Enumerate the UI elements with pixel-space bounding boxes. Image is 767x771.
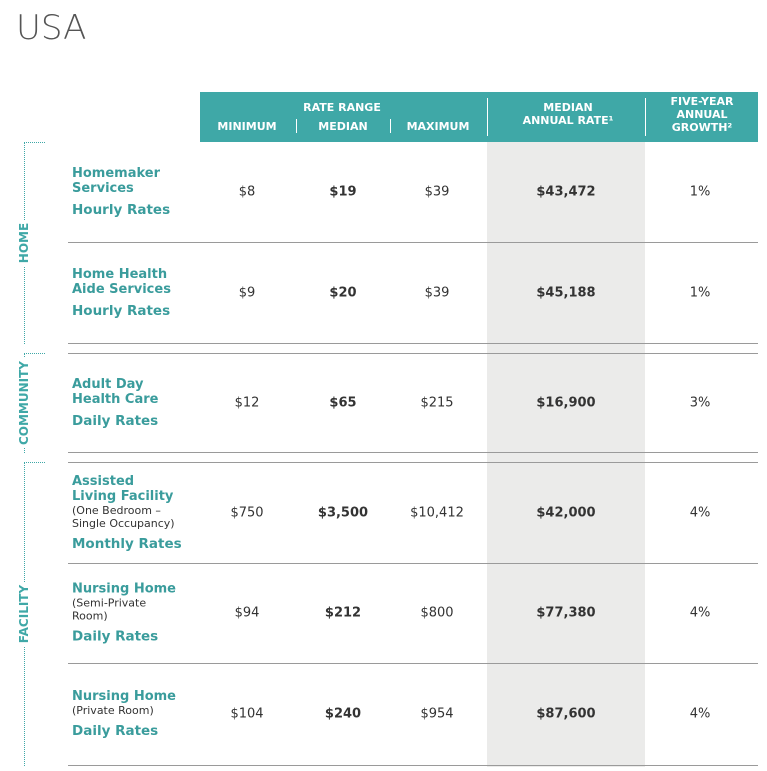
header: RATE RANGE [303, 101, 381, 114]
cell: $104 [230, 706, 264, 722]
row-rule [68, 663, 758, 664]
row-label: Home Health Aide Services Hourly Rates [72, 267, 212, 319]
cell: $39 [424, 285, 450, 300]
service-name: Health Care [72, 391, 159, 407]
header: MEDIAN ANNUAL RATE¹ [522, 101, 614, 127]
row-rule [68, 343, 758, 344]
header-band: RATE RANGE MINIMUM MEDIAN MAXIMUM MEDIAN… [200, 92, 758, 142]
row-label: Nursing Home (Semi-Private Room) Daily Rate… [72, 582, 212, 645]
cell: 1% [689, 184, 711, 200]
row-rule [68, 353, 758, 354]
cell: $12 [234, 395, 260, 410]
service-name: Homemaker [72, 166, 161, 181]
cell: $16,900 [536, 395, 596, 410]
highlight-column [487, 142, 645, 767]
service-note: Single Occupancy) [72, 516, 175, 530]
divider [487, 98, 488, 136]
service-name: Living Facility [72, 488, 174, 504]
cell: $20 [329, 285, 357, 300]
title: USA [16, 8, 87, 48]
group-label: COMMUNITY [15, 357, 33, 448]
row-rule [68, 563, 758, 564]
rate-type: Hourly Rates [72, 202, 171, 218]
divider [390, 119, 391, 133]
cell: 1% [689, 285, 711, 300]
cell: $954 [420, 706, 454, 722]
service-name: Assisted [72, 473, 135, 489]
row-rule [68, 462, 758, 463]
service-name: Nursing Home [72, 689, 176, 704]
divider [645, 98, 646, 136]
service-name: Aide Services [72, 281, 171, 297]
header: MAXIMUM [406, 120, 470, 133]
cell: $42,000 [536, 505, 596, 520]
cell: $77,380 [536, 605, 596, 621]
rate-type: Daily Rates [72, 412, 159, 429]
cell: $19 [329, 184, 357, 200]
cell: 4% [689, 605, 711, 621]
row-rule [68, 452, 758, 453]
cell: $94 [234, 605, 260, 621]
divider [296, 119, 297, 133]
service-name: Nursing Home [72, 581, 176, 597]
row-label: Assisted Living Facility (One Bedroom – Sin… [72, 474, 212, 552]
header: FIVE-YEAR ANNUAL GROWTH² [670, 95, 734, 134]
cell: $240 [324, 706, 362, 722]
service-name: Home Health [72, 266, 168, 282]
service-note: (Private Room) [72, 704, 154, 717]
rate-type: Daily Rates [72, 723, 159, 739]
cell: $215 [420, 395, 454, 410]
cell: $45,188 [536, 285, 596, 300]
cell: $39 [424, 184, 450, 200]
cell: 3% [689, 395, 711, 410]
row-rule [68, 765, 758, 766]
cell: $10,412 [410, 505, 464, 520]
row-rule [68, 242, 758, 243]
group-label: FACILITY [15, 581, 33, 646]
cell: 4% [689, 505, 711, 520]
service-name: Adult Day [72, 376, 144, 392]
cell: 4% [689, 706, 711, 722]
rate-type: Monthly Rates [72, 535, 182, 552]
cell: $9 [238, 285, 256, 300]
cell: $8 [238, 184, 256, 200]
row-label: Nursing Home (Private Room) Daily Rates [72, 689, 212, 739]
service-note: (One Bedroom – [72, 503, 161, 517]
cell: $65 [329, 395, 357, 410]
header: MINIMUM [217, 120, 277, 133]
cell: $43,472 [536, 184, 596, 200]
cell: $87,600 [536, 706, 596, 722]
rate-type: Daily Rates [72, 628, 159, 645]
header: MEDIAN [318, 120, 368, 133]
row-label: Homemaker Services Hourly Rates [72, 166, 212, 218]
cell: $800 [420, 605, 454, 621]
service-name: Services [72, 181, 134, 196]
service-note: (Semi-Private [72, 596, 147, 610]
cell: $750 [230, 505, 264, 520]
cell: $212 [324, 605, 362, 621]
cell: $3,500 [317, 505, 369, 520]
rate-type: Hourly Rates [72, 302, 171, 319]
group-label: HOME [15, 219, 33, 266]
service-note: Room) [72, 609, 108, 623]
row-label: Adult Day Health Care Daily Rates [72, 377, 212, 429]
